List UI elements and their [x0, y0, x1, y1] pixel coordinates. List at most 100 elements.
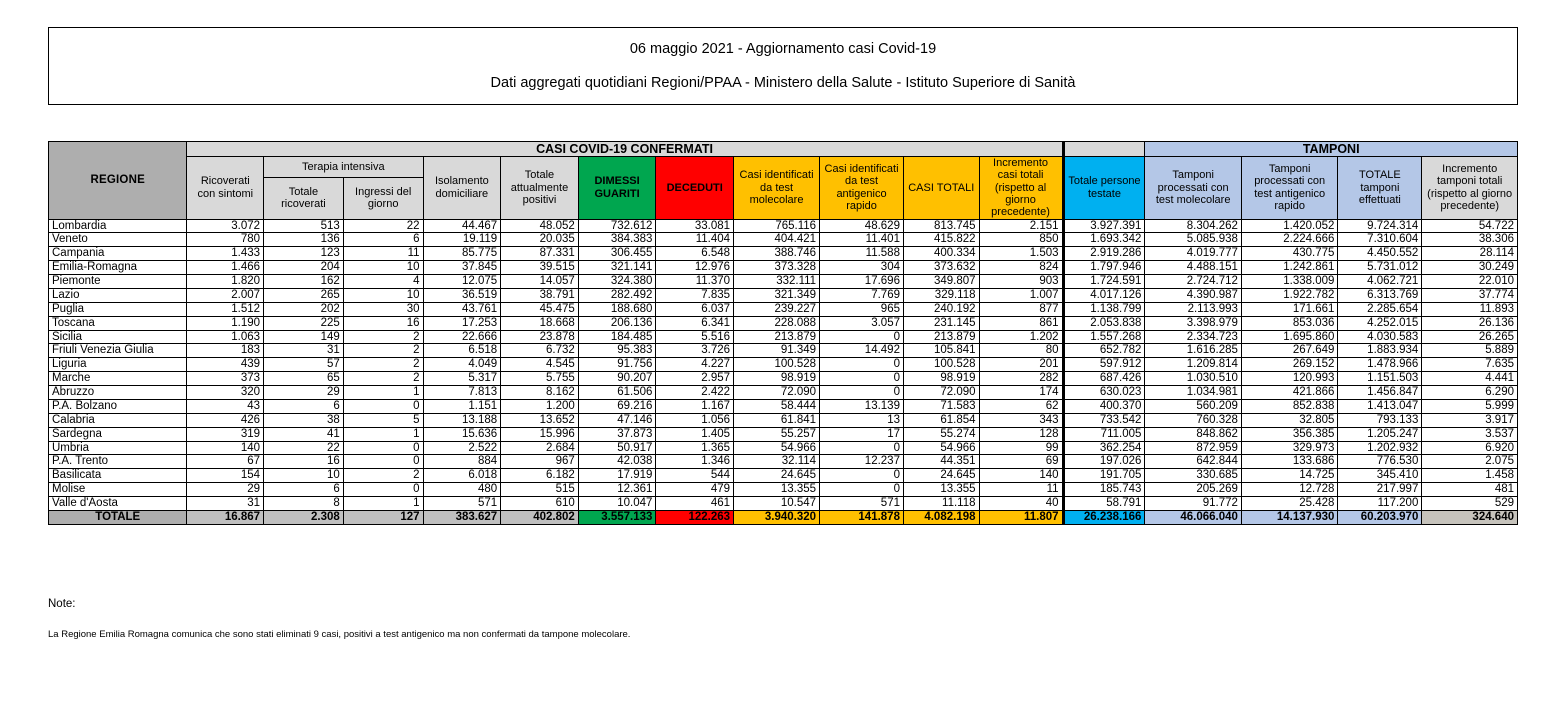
data-cell-ricoverati_sintomi: 320 [186, 385, 265, 400]
data-cell-ricoverati_sintomi: 29 [186, 482, 265, 498]
total-cell-totale_testate: 26.238.166 [1061, 509, 1146, 525]
region-name-cell: Marche [47, 371, 188, 387]
data-cell-dimessi_guariti: 90.207 [577, 371, 657, 387]
data-cell-incremento_casi: 1.503 [978, 246, 1065, 262]
data-cell-tamponi_totale: 2.285.654 [1337, 301, 1423, 317]
data-cell-ingressi_giorno: 22 [342, 218, 424, 234]
data-cell-incremento_tamponi: 5.999 [1421, 398, 1518, 414]
data-cell-tamponi_antigenico: 356.385 [1240, 426, 1339, 442]
table-row: Puglia 1.512 202 30 43.761 45.475 188.680 6.037… [47, 301, 1518, 317]
data-cell-totale_testate: 58.791 [1061, 496, 1146, 511]
data-cell-totale_ricoverati: 123 [263, 246, 344, 262]
data-cell-dimessi_guariti: 37.873 [577, 426, 657, 442]
notes-body: La Regione Emilia Romagna comunica che s… [48, 629, 631, 640]
data-cell-casi_totali: 11.118 [902, 496, 980, 511]
data-cell-dimessi_guariti: 324.380 [577, 274, 657, 289]
table-row: Abruzzo 320 29 1 7.813 8.162 61.506 2.422 72.090… [47, 385, 1518, 400]
table-row: Friuli Venezia Giulia 183 31 2 6.518 6.732 95.… [47, 343, 1518, 359]
data-cell-totale_testate: 711.005 [1061, 426, 1146, 442]
data-cell-tamponi_antigenico: 171.661 [1240, 301, 1339, 317]
data-cell-dimessi_guariti: 17.919 [577, 468, 657, 484]
data-cell-casi_antigenico: 12.237 [819, 454, 904, 470]
notes-block: Note: La Regione Emilia Romagna comunica… [48, 598, 630, 640]
data-cell-deceduti: 544 [655, 468, 735, 484]
data-cell-incremento_tamponi: 28.114 [1421, 246, 1518, 262]
col-header-tamponi-antigenico: Tamponi processati con test antigenico r… [1240, 156, 1339, 220]
data-cell-tamponi_antigenico: 133.686 [1240, 454, 1339, 470]
data-cell-isolamento_dom: 44.467 [422, 218, 502, 234]
table-row: Lazio 2.007 265 10 36.519 38.791 282.492 7.835 3… [47, 287, 1518, 303]
data-cell-totale_ricoverati: 31 [263, 343, 344, 359]
data-cell-incremento_casi: 174 [978, 385, 1065, 400]
data-cell-tamponi_antigenico: 269.152 [1240, 357, 1339, 373]
region-name-cell: Lazio [47, 287, 188, 303]
data-cell-ricoverati_sintomi: 154 [186, 468, 265, 484]
data-cell-totale_ricoverati: 10 [263, 468, 344, 484]
data-cell-tamponi_totale: 4.252.015 [1337, 315, 1423, 331]
region-name-cell: Emilia-Romagna [47, 260, 188, 276]
data-cell-incremento_tamponi: 4.441 [1421, 371, 1518, 387]
data-cell-totale_testate: 1.724.591 [1061, 274, 1146, 289]
data-cell-casi_antigenico: 571 [819, 496, 904, 511]
data-cell-casi_molecolare: 24.645 [733, 468, 821, 484]
data-cell-casi_molecolare: 10.547 [733, 496, 821, 511]
data-cell-casi_antigenico: 48.629 [819, 218, 904, 234]
data-cell-incremento_tamponi: 2.075 [1421, 454, 1518, 470]
region-name-cell: Lombardia [47, 218, 188, 234]
data-cell-deceduti: 479 [655, 482, 735, 498]
data-cell-tot_att_positivi: 15.996 [500, 426, 579, 442]
data-cell-dimessi_guariti: 69.216 [577, 398, 657, 414]
data-cell-tamponi_antigenico: 1.922.782 [1240, 287, 1339, 303]
data-cell-deceduti: 7.835 [655, 287, 735, 303]
data-cell-dimessi_guariti: 321.141 [577, 260, 657, 276]
data-cell-tamponi_antigenico: 267.649 [1240, 343, 1339, 359]
data-cell-casi_molecolare: 72.090 [733, 385, 821, 400]
data-cell-casi_antigenico: 3.057 [819, 315, 904, 331]
data-cell-casi_molecolare: 98.919 [733, 371, 821, 387]
data-cell-tamponi_molecolare: 2.334.723 [1144, 329, 1242, 345]
data-cell-dimessi_guariti: 10.047 [577, 496, 657, 511]
data-cell-dimessi_guariti: 61.506 [577, 385, 657, 400]
data-cell-tot_att_positivi: 38.791 [500, 287, 579, 303]
data-cell-isolamento_dom: 36.519 [422, 287, 502, 303]
data-cell-deceduti: 6.037 [655, 301, 735, 317]
data-cell-casi_molecolare: 373.328 [733, 260, 821, 276]
data-cell-totale_testate: 1.797.946 [1061, 260, 1146, 276]
region-name-cell: P.A. Trento [47, 454, 188, 470]
data-cell-casi_antigenico: 0 [819, 371, 904, 387]
table-row: Valle d'Aosta 31 8 1 571 610 10.047 461 10.547 57… [47, 496, 1518, 511]
data-cell-casi_molecolare: 55.257 [733, 426, 821, 442]
data-cell-incremento_tamponi: 6.920 [1421, 440, 1518, 456]
data-cell-incremento_tamponi: 22.010 [1421, 274, 1518, 289]
page-subtitle: Dati aggregati quotidiani Regioni/PPAA -… [490, 75, 1076, 91]
data-cell-ingressi_giorno: 10 [342, 287, 424, 303]
data-cell-tamponi_molecolare: 3.398.979 [1144, 315, 1242, 331]
data-cell-totale_ricoverati: 22 [263, 440, 344, 456]
data-cell-tamponi_molecolare: 760.328 [1144, 412, 1242, 428]
data-cell-isolamento_dom: 17.253 [422, 315, 502, 331]
region-name-cell: Veneto [47, 232, 188, 248]
data-cell-totale_ricoverati: 8 [263, 496, 344, 511]
data-cell-isolamento_dom: 1.151 [422, 398, 502, 414]
data-cell-incremento_casi: 40 [978, 496, 1065, 511]
total-cell-tamponi_totale: 60.203.970 [1337, 509, 1423, 525]
data-cell-incremento_tamponi: 481 [1421, 482, 1518, 498]
data-cell-deceduti: 3.726 [655, 343, 735, 359]
data-cell-incremento_casi: 903 [978, 274, 1065, 289]
data-cell-tot_att_positivi: 13.652 [500, 412, 579, 428]
data-cell-ingressi_giorno: 2 [342, 371, 424, 387]
data-cell-isolamento_dom: 43.761 [422, 301, 502, 317]
data-cell-ingressi_giorno: 16 [342, 315, 424, 331]
region-name-cell: Piemonte [47, 274, 188, 289]
data-cell-tamponi_molecolare: 4.019.777 [1144, 246, 1242, 262]
total-cell-casi_molecolare: 3.940.320 [733, 509, 821, 525]
data-cell-totale_testate: 1.693.342 [1061, 232, 1146, 248]
data-cell-incremento_tamponi: 6.290 [1421, 385, 1518, 400]
page-title: 06 maggio 2021 - Aggiornamento casi Covi… [629, 41, 937, 57]
data-cell-tamponi_totale: 1.456.847 [1337, 385, 1423, 400]
region-name-cell: Friuli Venezia Giulia [47, 343, 188, 359]
data-cell-tamponi_antigenico: 1.242.861 [1240, 260, 1339, 276]
data-cell-isolamento_dom: 571 [422, 496, 502, 511]
data-cell-casi_antigenico: 13 [819, 412, 904, 428]
data-cell-deceduti: 5.516 [655, 329, 735, 345]
